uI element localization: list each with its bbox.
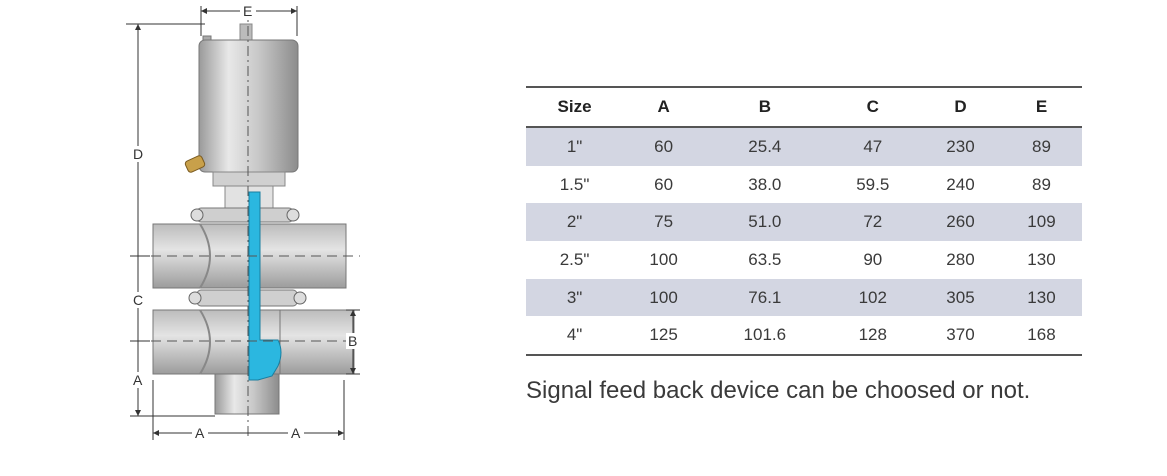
cell-size: 3" [526,278,624,317]
cell-a: 100 [623,278,705,317]
cell-b: 38.0 [748,174,782,194]
cell-b: 101.6 [704,316,826,357]
dimension-table: Size A B C D E 1" 60 25.4 47 230 89 1.5"… [526,86,1082,357]
cell-a: 60 [654,174,674,194]
middle-clamp [188,289,307,307]
header-c: C [825,86,920,128]
cell-e: 109 [1000,203,1082,242]
cell-b: 51.0 [704,203,826,242]
dim-label-b: B [348,333,357,349]
header-e: E [1000,86,1082,128]
table-row: 3" 100 76.1 102 305 130 [526,278,1082,317]
cell-b: 63.5 [748,249,782,269]
cell-b: 76.1 [704,278,826,317]
table-row: 1" 60 25.4 47 230 89 [526,127,1082,166]
cell-a: 75 [623,203,705,242]
cell-d: 260 [920,203,1001,242]
upper-clamp [190,207,300,223]
header-d: D [920,86,1001,128]
cell-size: 1" [526,127,624,166]
cell-e: 130 [1027,249,1056,269]
signal-feedback-note: Signal feed back device can be choosed o… [526,377,1031,404]
cell-d: 240 [946,174,975,194]
table-header-row: Size A B C D E [526,86,1082,128]
dimension-labels: E D C A B A A [130,2,362,441]
cell-a: 60 [623,127,705,166]
cell-c: 47 [825,127,920,166]
actuator [184,23,299,209]
cell-c: 102 [825,278,920,317]
cell-c: 128 [825,316,920,357]
cell-a: 125 [623,316,705,357]
cell-size: 1.5" [559,174,590,194]
dim-label-a-left: A [133,372,143,388]
header-size: Size [526,86,624,128]
cell-e: 89 [1032,174,1051,194]
valve-drawing: E D C A B A A [126,2,362,441]
table-row: 2" 75 51.0 72 260 109 [526,203,1082,242]
dim-label-a-bottom-left: A [195,425,205,441]
stem-cutaway [248,191,282,381]
cell-c: 90 [863,249,883,269]
cell-d: 370 [920,316,1001,357]
table-row: 2.5" 100 63.5 90 280 130 [526,241,1082,279]
dim-label-d: D [133,146,143,162]
cell-b: 25.4 [704,127,826,166]
dim-label-e: E [243,3,252,19]
cell-d: 230 [920,127,1001,166]
table-row: 1.5" 60 38.0 59.5 240 89 [526,166,1082,204]
cell-d: 280 [946,249,975,269]
header-a: A [623,86,705,128]
cell-size: 4" [526,316,624,357]
table-row: 4" 125 101.6 128 370 168 [526,316,1082,357]
header-b: B [704,86,826,128]
cell-d: 305 [920,278,1001,317]
cell-size: 2" [526,203,624,242]
cell-size: 2.5" [559,249,590,269]
cell-e: 168 [1000,316,1082,357]
cell-e: 89 [1000,127,1082,166]
cell-e: 130 [1000,278,1082,317]
cell-a: 100 [649,249,678,269]
dim-label-c: C [133,292,143,308]
cell-c: 59.5 [856,174,890,194]
dim-label-a-bottom-right: A [291,425,301,441]
cell-c: 72 [825,203,920,242]
